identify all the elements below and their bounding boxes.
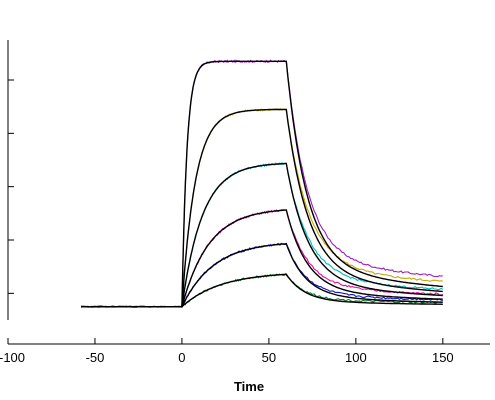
x-tick-label: -50 xyxy=(86,350,105,365)
sensorgram-fit-curve xyxy=(81,108,443,308)
x-axis-ticks: -100 -50 0 50 100 150 xyxy=(0,338,454,365)
sensorgram-raw-curve xyxy=(80,208,443,308)
x-tick-label: 100 xyxy=(345,350,367,365)
series-layer xyxy=(80,59,444,308)
sensorgram-fit-curve xyxy=(81,209,443,308)
sensorgram-fit-curve xyxy=(81,242,443,308)
x-tick-label: 0 xyxy=(178,350,185,365)
plot-area: -100 -50 0 50 100 150 xyxy=(0,40,490,365)
x-tick-label: 50 xyxy=(262,350,276,365)
sensorgram-fit-curve xyxy=(81,273,443,308)
sensorgram-raw-curve xyxy=(80,107,443,308)
x-tick-label: -100 xyxy=(0,350,25,365)
x-axis-title: Time xyxy=(234,379,264,394)
sensorgram-raw-curve xyxy=(81,59,443,308)
sensorgram-fit-curve xyxy=(81,162,443,308)
x-tick-label: 150 xyxy=(432,350,454,365)
sensorgram-raw-curve xyxy=(80,272,444,308)
y-axis-ticks xyxy=(8,79,14,294)
sensorgram-fit-curve xyxy=(81,60,443,308)
